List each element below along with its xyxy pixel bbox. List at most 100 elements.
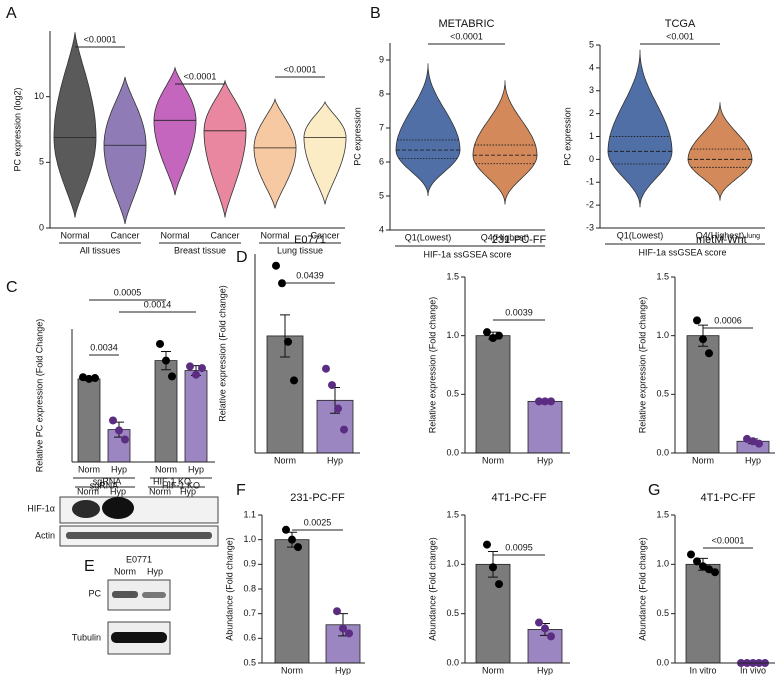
blot-lane: Hyp [110,486,126,496]
p-value: <0.0001 [284,64,317,74]
p-value: <0.0001 [712,535,745,545]
y-axis-label: Abundance (Fold change) [427,537,437,641]
panel-letter: F [236,482,246,499]
blot-group: sgRNA [93,476,122,486]
y-tick-label: 0.5 [243,657,256,667]
y-tick-label: 0.9 [243,559,256,569]
y-axis-label: PC expression [352,107,362,166]
data-point [755,439,763,448]
p-value: <0.0001 [450,31,483,41]
data-point [693,557,701,566]
x-tick-label: Hyp [111,464,127,474]
data-point [272,261,280,270]
y-tick-label: 0.0 [446,447,459,457]
x-tick-label: Hyp [327,455,343,465]
data-point [278,279,286,288]
violin [203,79,247,218]
y-axis-label: Abundance (Fold change) [224,537,234,641]
data-point [483,540,491,549]
blot-band [66,532,212,539]
data-point [109,416,117,425]
p-value: 0.0014 [144,299,172,309]
y-axis-label: Relative expression (Fold change) [217,285,227,422]
data-point [79,373,87,382]
data-point [186,362,194,371]
y-tick-label: 2 [589,108,594,118]
y-tick-label: 1.5 [446,509,459,519]
x-tick-label: Cancer [210,230,239,240]
p-value: 0.0034 [90,342,118,352]
y-tick-label: 10 [34,91,44,101]
y-tick-label: 1.0 [243,534,256,544]
title-text: metM-Wnt [696,234,747,246]
chart-title: E0771 [294,234,326,246]
chart-title: metM-Wntlung [696,233,760,246]
x-tick-label: Q4(Highest) [481,232,530,242]
x-tick-label: Cancer [310,230,339,240]
data-point [85,374,93,383]
title-text: METABRIC [438,18,494,30]
y-axis-label: PC expression (log2) [12,87,22,171]
x-tick-label: Norm [281,665,303,675]
data-point [495,580,503,589]
data-point [333,607,341,616]
y-tick-label: 1.0 [656,330,669,340]
panel-letter: E [84,558,95,575]
y-tick-label: 8 [379,88,384,98]
violin [303,100,347,205]
title-text: 4T1-PC-FF [701,492,756,504]
blot-row: HIF-1α [27,503,55,513]
y-tick-label: 0.6 [243,633,256,643]
data-point [547,397,555,406]
data-point [339,624,347,633]
data-point [168,372,176,381]
x-tick-label: In vivo [740,665,766,675]
y-tick-label: 9 [379,54,384,64]
violin [687,102,753,201]
y-tick-label: 0.5 [656,608,669,618]
x-tick-label: Norm [482,665,504,675]
x-tick-label: Norm [274,455,296,465]
x-tick-label: Normal [60,230,89,240]
data-point [340,425,348,434]
blot-lane: Norm [77,486,99,496]
data-point [547,632,555,641]
chart-title: TCGA [665,18,696,30]
group-label: HIF-1 KO [162,480,200,490]
bar [184,370,208,463]
bar [527,400,563,454]
y-tick-label: 3 [589,85,594,95]
data-point [483,328,491,337]
data-point [162,356,170,365]
data-point [156,339,164,348]
x-tick-label: Norm [692,455,714,465]
blot-row: PC [88,588,101,598]
violin [607,49,673,208]
data-point [743,434,751,443]
x-tick-label: Norm [482,455,504,465]
y-tick-label: 4 [379,224,384,234]
y-axis-label: Relative expression (Fold change) [637,297,647,434]
blot-band [112,591,138,598]
group-label: Breast tissue [174,245,226,255]
data-point [749,437,757,446]
data-point [705,349,713,358]
error-bar [280,314,290,358]
y-tick-label: 5 [39,157,44,167]
panel-letter: D [236,249,248,266]
blot-row: Actin [35,530,55,540]
panel-letter: G [648,482,660,499]
violin [53,32,97,218]
y-tick-label: 0.5 [656,389,669,399]
data-point [288,535,296,544]
data-point [541,397,549,406]
data-point [328,381,336,390]
panel-letter: A [6,5,17,22]
data-point [711,568,719,577]
y-tick-label: -1 [586,177,594,187]
blot-row: Tubulin [72,632,101,642]
title-superscript: lung [747,233,760,240]
y-tick-label: 1.0 [446,559,459,569]
y-tick-label: 1.5 [446,271,459,281]
data-point [198,364,206,373]
